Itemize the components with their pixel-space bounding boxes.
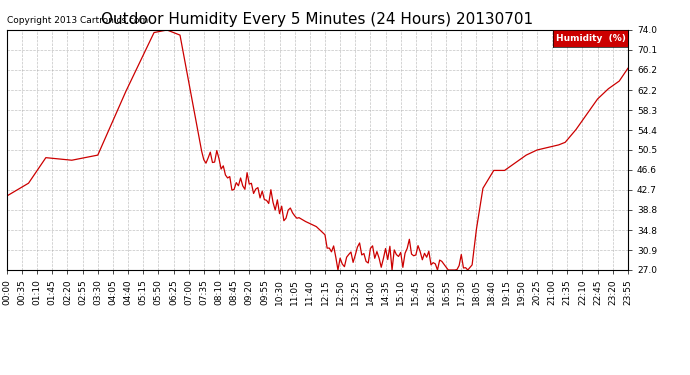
Title: Outdoor Humidity Every 5 Minutes (24 Hours) 20130701: Outdoor Humidity Every 5 Minutes (24 Hou… [101, 12, 533, 27]
Text: Copyright 2013 Cartronics.com: Copyright 2013 Cartronics.com [7, 16, 148, 25]
